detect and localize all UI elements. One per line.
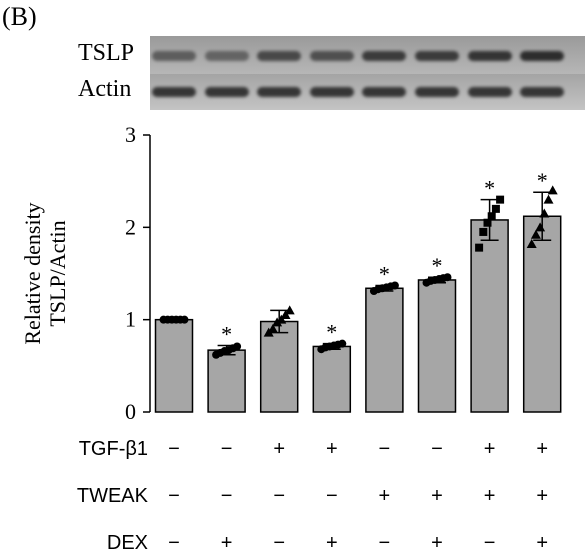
treatment-sign: + (536, 438, 549, 460)
treatment-sign: + (325, 438, 338, 460)
blot-band (309, 51, 354, 61)
treatment-sign: − (378, 532, 391, 554)
data-point (530, 229, 541, 239)
blot-band (415, 51, 459, 61)
y-tick-label: 3 (125, 122, 136, 147)
blot-band (257, 87, 302, 97)
data-point (535, 222, 546, 232)
y-tick-label: 2 (125, 214, 136, 239)
blot-strip-actin (150, 74, 585, 110)
treatment-sign: + (431, 485, 443, 507)
data-point (526, 238, 537, 248)
treatment-sign: + (273, 438, 286, 460)
blot-band (309, 87, 354, 97)
data-point (543, 194, 554, 204)
blot-band (152, 51, 196, 61)
bar (470, 219, 509, 413)
treatment-sign: − (168, 532, 180, 554)
data-point (539, 208, 550, 218)
bar (207, 349, 246, 413)
blot-band (362, 51, 407, 61)
data-point (180, 315, 189, 324)
blot-band (520, 87, 565, 97)
data-point (233, 342, 242, 351)
treatment-sign: + (220, 532, 233, 554)
bar (365, 287, 404, 413)
bar (417, 279, 457, 413)
treatment-sign: + (483, 438, 496, 460)
treatment-sign: − (168, 438, 180, 460)
treatment-sign: − (273, 485, 286, 507)
treatment-sign: − (378, 438, 391, 460)
significance-marker: * (432, 253, 443, 278)
blot-band (204, 87, 249, 97)
treatment-sign: − (168, 485, 180, 507)
blot-label-actin: Actin (78, 76, 132, 102)
data-point (280, 310, 291, 320)
data-point (475, 243, 484, 252)
blot-band (415, 87, 459, 97)
significance-marker: * (484, 176, 495, 201)
data-point (284, 305, 295, 315)
blot-band (152, 87, 196, 97)
data-point (390, 281, 399, 290)
treatment-sign: + (325, 532, 338, 554)
treatment-sign: − (325, 485, 338, 507)
treatment-sign: − (431, 438, 443, 460)
treatment-sign: − (273, 532, 286, 554)
treatment-label: TWEAK (76, 485, 148, 507)
bar (312, 345, 352, 413)
data-point (496, 195, 505, 204)
treatment-sign: + (483, 485, 496, 507)
blot-band (204, 51, 249, 61)
significance-marker: * (221, 322, 232, 347)
blot-band (467, 87, 512, 97)
treatment-sign: + (536, 532, 549, 554)
significance-marker: * (379, 262, 390, 287)
data-point (267, 323, 278, 333)
blot-band (362, 87, 407, 97)
blot-band (467, 51, 512, 61)
treatment-sign: + (431, 532, 443, 554)
data-point (276, 314, 287, 324)
treatment-sign: − (220, 485, 233, 507)
data-point (479, 227, 488, 236)
treatment-label: TGF-β1 (78, 438, 148, 460)
data-point (487, 212, 496, 221)
bar (154, 318, 194, 413)
blot-band (520, 51, 565, 61)
data-point (491, 204, 500, 213)
treatment-label: DEX (106, 532, 148, 554)
bar (522, 215, 562, 413)
significance-marker: * (326, 320, 337, 345)
data-point (547, 185, 558, 195)
data-point (338, 339, 347, 348)
data-point (483, 218, 492, 227)
y-tick-label: 1 (125, 307, 136, 332)
blot-label-tslp: TSLP (78, 40, 135, 66)
treatment-sign: − (220, 438, 233, 460)
y-axis-label: TSLP/Actin (45, 220, 70, 326)
y-axis-label: Relative density (20, 202, 45, 344)
panel-label: (B) (2, 2, 37, 31)
bar (259, 320, 299, 413)
blot-band (257, 51, 302, 61)
treatment-sign: + (378, 485, 391, 507)
data-point (443, 273, 452, 282)
treatment-sign: − (483, 532, 496, 554)
treatment-sign: + (536, 485, 549, 507)
blot-strip-tslp (150, 36, 585, 76)
significance-marker: * (537, 168, 548, 193)
data-point (272, 317, 283, 327)
y-tick-label: 0 (125, 399, 136, 424)
